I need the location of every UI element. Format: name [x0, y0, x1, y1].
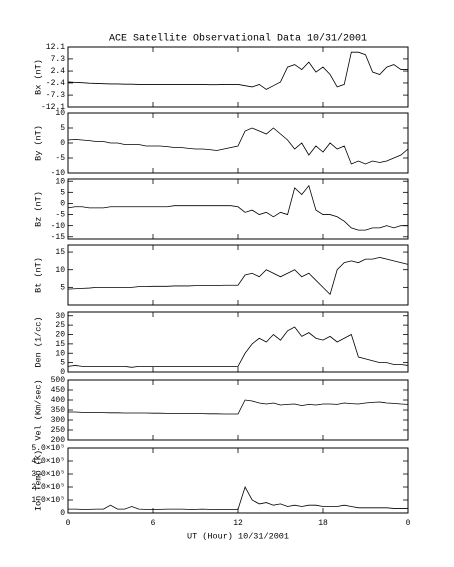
panel-frame — [67, 244, 409, 306]
y-tick-label: 0 — [60, 139, 65, 148]
y-tick-label: 300 — [51, 416, 66, 425]
y-tick-label: 5.0×10⁵ — [31, 444, 65, 453]
y-tick-label: 12.1 — [46, 43, 65, 52]
y-tick-label: 10 — [55, 349, 65, 358]
data-line — [68, 485, 408, 510]
y-tick-label: 5 — [60, 359, 65, 368]
y-tick-label: 3.0×10⁵ — [31, 470, 65, 479]
y-tick-label: -10 — [51, 222, 66, 231]
panel-frame — [67, 311, 409, 373]
y-tick-label: 4.0×10⁵ — [31, 457, 65, 466]
data-line — [67, 127, 409, 165]
y-axis-label: Bt (nT) — [33, 257, 43, 293]
y-axis-label: Bz (nT) — [33, 191, 43, 227]
y-tick-label: 2.4 — [51, 67, 66, 76]
y-tick-label: 20 — [55, 331, 65, 340]
y-tick-label: -15 — [51, 233, 66, 242]
y-tick-label: 1.0×10⁵ — [31, 496, 65, 505]
y-tick-label: 2.0×10⁵ — [31, 483, 65, 492]
y-axis-label: Ion Temp (K) — [33, 450, 43, 511]
panel-frame — [67, 379, 409, 441]
y-tick-label: 250 — [51, 426, 66, 435]
y-tick-label: 25 — [55, 321, 65, 330]
y-tick-label: 450 — [51, 386, 66, 395]
panel-frame — [67, 447, 409, 514]
chart-title: ACE Satellite Observational Data 10/31/2… — [109, 33, 367, 45]
x-tick-label: 6 — [151, 519, 156, 528]
data-line — [67, 256, 409, 296]
y-tick-label: 0 — [60, 200, 65, 209]
x-axis-label: UT (Hour) 10/31/2001 — [187, 531, 289, 541]
y-tick-label: 400 — [51, 396, 66, 405]
y-tick-label: 350 — [51, 406, 66, 415]
y-tick-label: -5 — [55, 154, 65, 163]
x-tick-label: 0 — [406, 519, 411, 528]
y-tick-label: -2.4 — [46, 79, 65, 88]
y-tick-label: 0 — [60, 509, 65, 518]
y-tick-label: 5 — [60, 188, 65, 197]
y-tick-label: 5 — [60, 124, 65, 133]
y-axis-label: Den (1/cc) — [33, 316, 43, 367]
y-tick-label: -12.1 — [41, 103, 65, 112]
y-tick-label: 0 — [60, 368, 65, 377]
data-line — [67, 184, 408, 231]
y-axis-label: Vel (Km/sec) — [33, 379, 43, 440]
x-tick-label: 0 — [66, 519, 71, 528]
y-tick-label: 30 — [55, 312, 65, 321]
y-tick-label: -7.3 — [46, 91, 65, 100]
y-tick-label: 10 — [55, 109, 65, 118]
y-tick-label: -10 — [51, 169, 66, 178]
y-tick-label: 200 — [51, 436, 66, 445]
data-line — [67, 51, 408, 90]
y-tick-label: 10 — [55, 266, 65, 275]
x-tick-label: 12 — [233, 519, 243, 528]
y-axis-label: By (nT) — [33, 125, 43, 161]
y-tick-label: 7.3 — [51, 55, 66, 64]
data-line — [68, 399, 409, 415]
data-line — [67, 326, 409, 368]
y-tick-label: 10 — [55, 177, 65, 186]
y-tick-label: 5 — [60, 283, 65, 292]
y-tick-label: 500 — [51, 376, 66, 385]
y-axis-label: Bx (nT) — [33, 59, 43, 95]
y-tick-label: -5 — [55, 211, 65, 220]
y-tick-label: 15 — [55, 248, 65, 257]
x-tick-label: 18 — [318, 519, 328, 528]
panel-frame — [67, 46, 409, 108]
y-tick-label: 15 — [55, 340, 65, 349]
